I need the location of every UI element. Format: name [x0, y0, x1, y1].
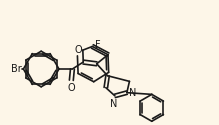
Text: N: N [129, 88, 136, 98]
Text: N: N [110, 99, 118, 109]
Text: O: O [67, 83, 75, 93]
Text: F: F [95, 40, 101, 50]
Text: O: O [74, 45, 82, 55]
Text: Br: Br [11, 64, 22, 74]
